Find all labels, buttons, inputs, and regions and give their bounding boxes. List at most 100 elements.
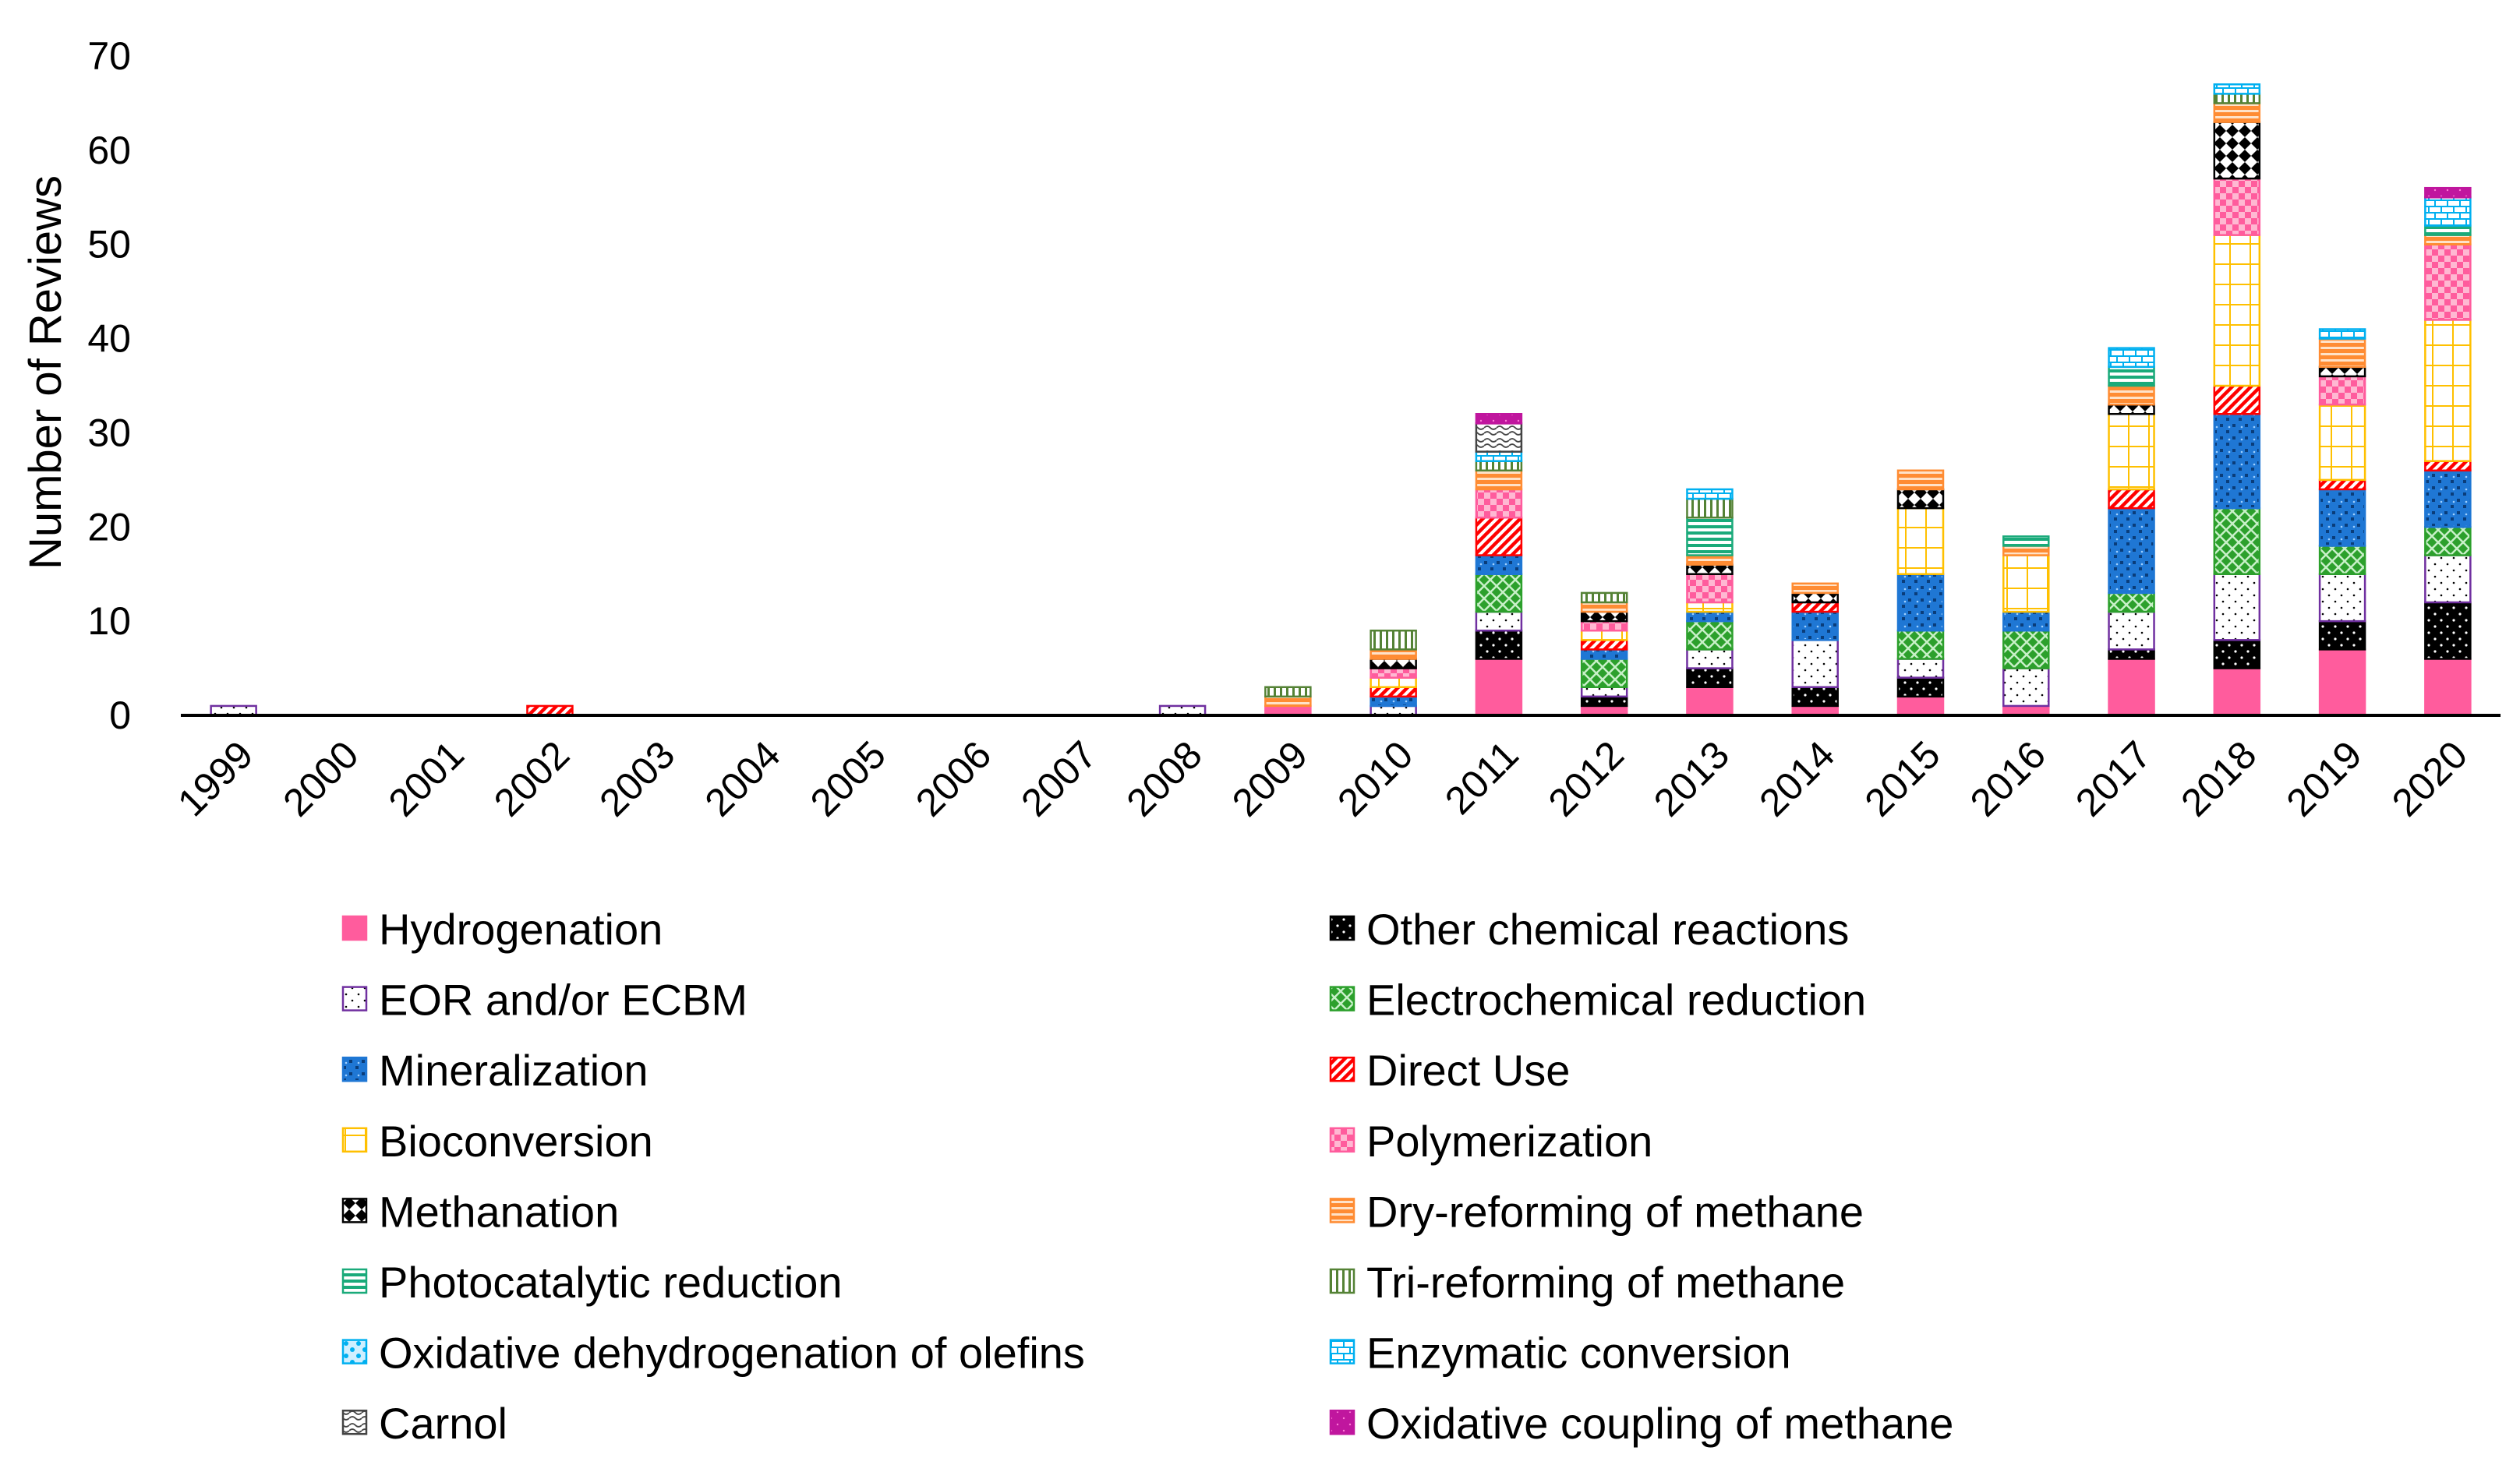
bar-segment-mineralization bbox=[2318, 488, 2366, 547]
bar-segment-tri-reforming-of-methane bbox=[1370, 629, 1417, 651]
x-tick-label: 2008 bbox=[1119, 732, 1211, 824]
bar-segment-mineralization bbox=[1686, 610, 1734, 623]
bar-segment-carnol bbox=[1475, 422, 1523, 453]
x-tick-label: 2012 bbox=[1540, 732, 1632, 824]
x-tick-label: 2005 bbox=[802, 732, 894, 824]
legend-item-enzymatic-conversion: Enzymatic conversion bbox=[1329, 1329, 1791, 1378]
legend-swatch bbox=[1329, 1127, 1355, 1153]
legend-swatch bbox=[1329, 1056, 1355, 1082]
bar-segment-mineralization bbox=[1791, 610, 1839, 641]
bar-segment-eor-and-or-ecbm bbox=[2002, 667, 2050, 708]
y-axis: 0 10 20 30 40 50 60 70 bbox=[87, 34, 131, 737]
bar-segment-polymerization bbox=[2424, 243, 2472, 321]
bar-segment-dry-reforming-of-methane bbox=[1370, 648, 1417, 660]
bar-stack-2015 bbox=[1896, 469, 1945, 717]
bar-segment-direct-use bbox=[1475, 516, 1523, 556]
bar-segment-mineralization bbox=[1475, 554, 1523, 575]
bar-segment-methanation bbox=[1896, 488, 1945, 510]
bar-segment-methanation bbox=[2318, 365, 2366, 378]
bar-segment-methanation bbox=[1370, 658, 1417, 669]
bar-segment-photocatalytic-reduction bbox=[1686, 516, 1734, 556]
x-tick-label: 2010 bbox=[1329, 732, 1421, 824]
legend-swatch bbox=[341, 1268, 368, 1294]
bar-segment-electrochemical-reduction bbox=[2318, 545, 2366, 575]
bar-segment-methanation bbox=[2108, 403, 2155, 415]
bar-segment-electrochemical-reduction bbox=[1475, 573, 1523, 613]
bar-segment-enzymatic-conversion bbox=[2108, 347, 2155, 369]
bar-segment-direct-use bbox=[2213, 384, 2261, 415]
bar-stack-2014 bbox=[1791, 582, 1839, 717]
bar-segment-electrochemical-reduction bbox=[1896, 629, 1945, 660]
bar-segment-dry-reforming-of-methane bbox=[1475, 469, 1523, 491]
x-tick-label: 2018 bbox=[2172, 732, 2264, 824]
bar-segment-bioconversion bbox=[1896, 507, 1945, 575]
x-tick-label: 2019 bbox=[2278, 732, 2370, 824]
bar-segment-direct-use bbox=[1370, 686, 1417, 698]
bar-segment-hydrogenation bbox=[1686, 686, 1734, 717]
bar-segment-electrochemical-reduction bbox=[1686, 620, 1734, 651]
bar-segment-electrochemical-reduction bbox=[1580, 658, 1628, 688]
legend-item-other-chemical-reactions: Other chemical reactions bbox=[1329, 905, 1849, 954]
bar-segment-methanation bbox=[1580, 610, 1628, 623]
legend-label: Bioconversion bbox=[379, 1117, 653, 1166]
legend: Hydrogenation Other chemical reactions EOR… bbox=[341, 905, 1953, 1448]
legend-label: Direct Use bbox=[1366, 1046, 1570, 1095]
bar-segment-dry-reforming-of-methane bbox=[2424, 234, 2472, 245]
bar-segment-bioconversion bbox=[1686, 601, 1734, 613]
bars bbox=[210, 83, 2472, 717]
bar-segment-bioconversion bbox=[2424, 319, 2472, 462]
x-tick-label: 2013 bbox=[1645, 732, 1737, 824]
legend-item-oxidative-dehydrogenation-of-olefins: Oxidative dehydrogenation of olefins bbox=[341, 1329, 1085, 1378]
bar-segment-direct-use bbox=[2108, 488, 2155, 510]
legend-item-hydrogenation: Hydrogenation bbox=[341, 905, 663, 954]
bar-segment-direct-use bbox=[1580, 639, 1628, 651]
legend-label: EOR and/or ECBM bbox=[379, 976, 748, 1025]
x-tick-label: 1999 bbox=[169, 732, 261, 824]
legend-swatch bbox=[341, 1339, 368, 1364]
legend-swatch bbox=[341, 915, 368, 941]
bar-stack-2018 bbox=[2213, 83, 2261, 717]
bar-segment-electrochemical-reduction bbox=[2424, 526, 2472, 556]
legend-label: Tri-reforming of methane bbox=[1366, 1258, 1845, 1307]
x-tick-label: 2007 bbox=[1013, 732, 1104, 824]
bar-segment-enzymatic-conversion bbox=[1686, 488, 1734, 500]
bar-segment-dry-reforming-of-methane bbox=[1896, 469, 1945, 491]
bar-stack-2020 bbox=[2424, 186, 2472, 717]
legend-item-bioconversion: Bioconversion bbox=[341, 1117, 653, 1166]
legend-label: Dry-reforming of methane bbox=[1366, 1187, 1864, 1236]
bar-segment-tri-reforming-of-methane bbox=[1475, 460, 1523, 472]
bar-segment-methanation bbox=[1791, 591, 1839, 604]
x-tick-label: 2015 bbox=[1857, 732, 1949, 824]
bar-segment-eor-and-or-ecbm bbox=[1791, 639, 1839, 688]
bar-segment-eor-and-or-ecbm bbox=[2318, 573, 2366, 623]
bar-stack-2011 bbox=[1475, 413, 1523, 717]
bar-stack-2010 bbox=[1370, 629, 1417, 717]
legend-item-dry-reforming-of-methane: Dry-reforming of methane bbox=[1329, 1187, 1864, 1236]
legend-swatch bbox=[1329, 915, 1355, 941]
bar-segment-dry-reforming-of-methane bbox=[2108, 384, 2155, 406]
y-tick-label: 40 bbox=[87, 317, 131, 361]
bar-segment-bioconversion bbox=[2213, 234, 2261, 387]
bar-segment-other-chemical-reactions bbox=[2318, 620, 2366, 651]
legend-item-carnol: Carnol bbox=[341, 1399, 507, 1448]
bar-segment-hydrogenation bbox=[1475, 658, 1523, 717]
bar-stack-2013 bbox=[1686, 488, 1734, 717]
y-tick-label: 10 bbox=[87, 599, 131, 643]
bar-segment-other-chemical-reactions bbox=[1686, 667, 1734, 688]
legend-swatch bbox=[1329, 1409, 1355, 1435]
bar-segment-dry-reforming-of-methane bbox=[1686, 554, 1734, 566]
bar-segment-bioconversion bbox=[2108, 413, 2155, 491]
y-tick-label: 60 bbox=[87, 129, 131, 172]
bar-segment-hydrogenation bbox=[2318, 648, 2366, 717]
y-axis-title: Number of Reviews bbox=[20, 175, 71, 570]
bar-segment-direct-use bbox=[1791, 601, 1839, 613]
legend-item-electrochemical-reduction: Electrochemical reduction bbox=[1329, 976, 1866, 1025]
bar-segment-methanation bbox=[2213, 121, 2261, 180]
bar-segment-direct-use bbox=[2318, 478, 2366, 491]
y-tick-label: 0 bbox=[109, 694, 131, 737]
bar-segment-dry-reforming-of-methane bbox=[2002, 545, 2050, 556]
bar-segment-mineralization bbox=[2213, 413, 2261, 510]
legend-label: Electrochemical reduction bbox=[1366, 976, 1866, 1025]
legend-label: Other chemical reactions bbox=[1366, 905, 1849, 954]
